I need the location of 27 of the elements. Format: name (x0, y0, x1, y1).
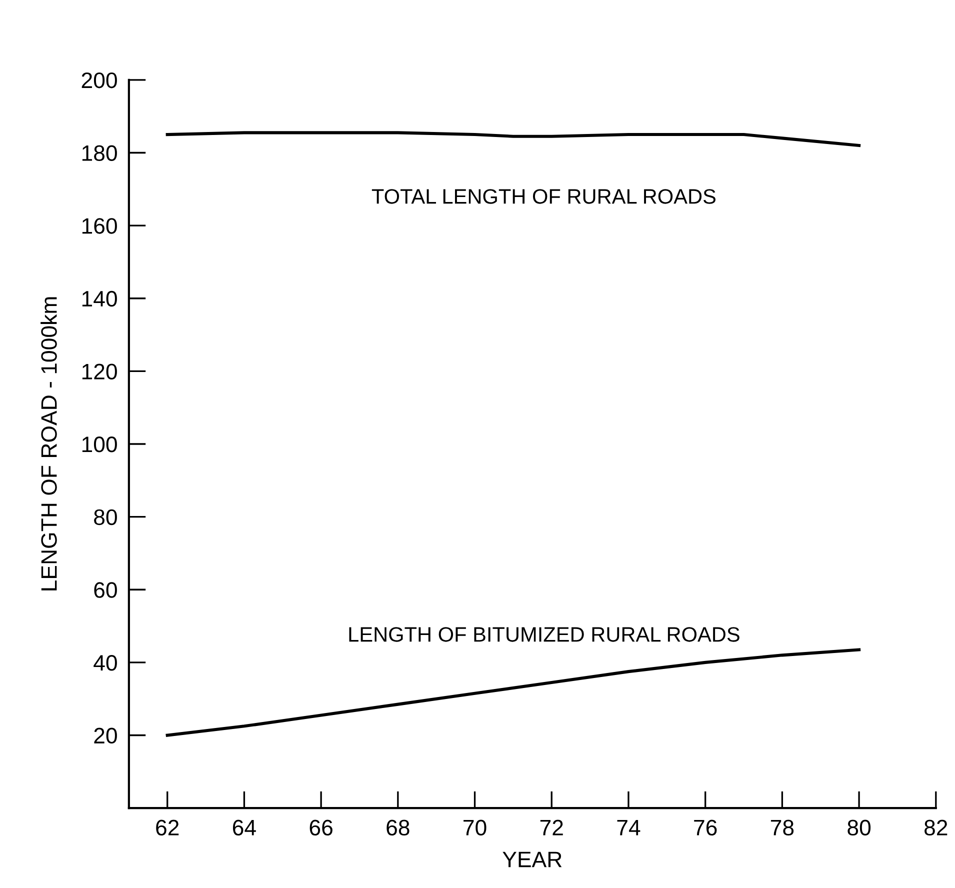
x-tick-label: 70 (464, 820, 486, 836)
x-axis-title: YEAR (502, 852, 562, 868)
y-tick-label: 120 (82, 364, 117, 380)
y-tick-label: 180 (82, 145, 117, 162)
y-tick-label: 20 (94, 728, 117, 744)
x-tick-label: 78 (770, 820, 794, 836)
y-tick-label: 80 (94, 509, 117, 526)
y-tick-label: 200 (82, 72, 117, 88)
x-tick-label: 82 (924, 820, 948, 836)
line-series (166, 648, 861, 737)
text: TOTAL LENGTH OF RURAL ROADS (372, 189, 716, 204)
series-label: LENGTH OF BITUMIZED RURAL ROADS (349, 627, 740, 642)
y-tick-label: 60 (94, 582, 117, 598)
x-tick-label: 62 (156, 820, 179, 836)
y-axis-title: LENGTH OF ROAD - 1000km (40, 297, 57, 590)
y-tick-label: 100 (82, 436, 117, 452)
line-series (166, 131, 861, 147)
x-tick-label: 74 (617, 820, 640, 836)
y-tick-label: 40 (94, 654, 117, 671)
x-tick-label: 68 (386, 820, 410, 836)
x-tick-label: 64 (232, 820, 256, 836)
y-tick-label: 140 (82, 290, 117, 307)
y-tick-label: 160 (82, 218, 117, 234)
x-tick-label: 80 (848, 820, 871, 836)
x-tick-label: 66 (310, 820, 332, 836)
x-tick-label: 76 (694, 820, 717, 836)
x-tick-label: 72 (540, 820, 563, 836)
